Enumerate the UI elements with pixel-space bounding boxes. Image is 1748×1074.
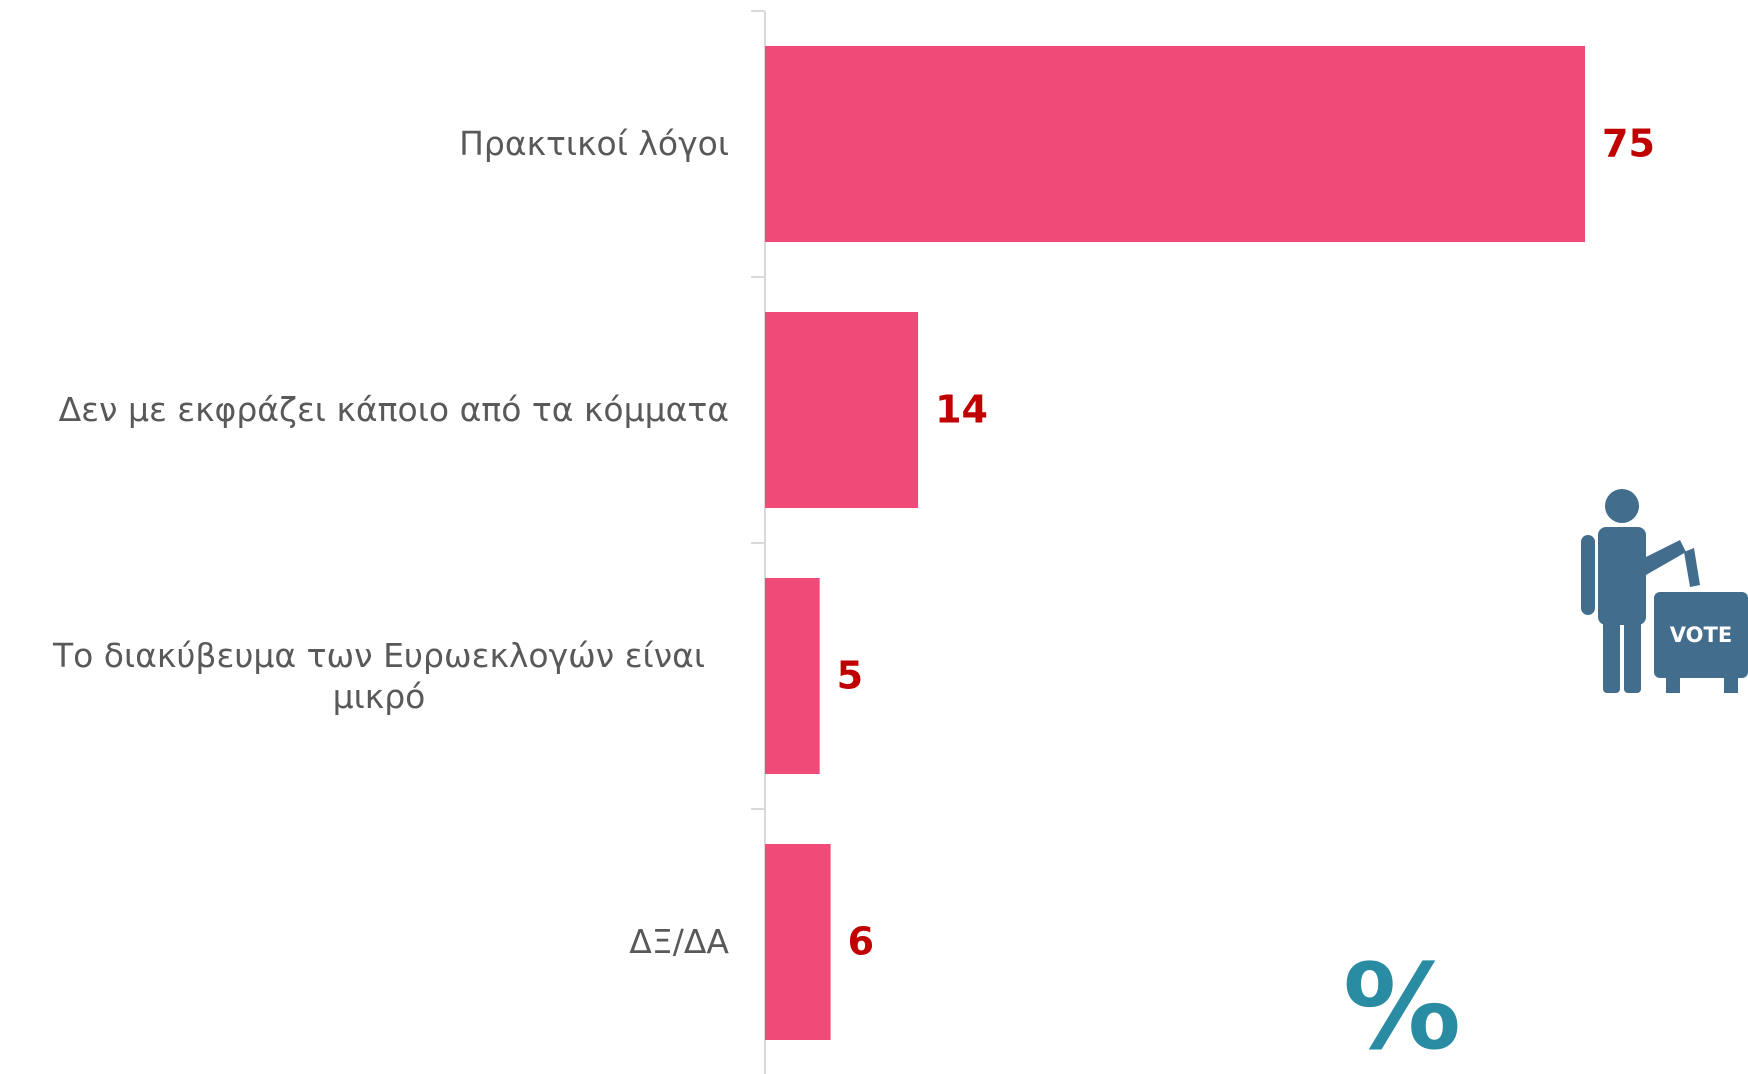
- bar: [765, 578, 820, 774]
- percent-annotation: %: [1343, 938, 1461, 1074]
- category-label: Δεν με εκφράζει κάποιο από τα κόμματα: [58, 390, 729, 430]
- category-label: ΔΞ/ΔΑ: [629, 922, 729, 962]
- category-label-box: Πρακτικοί λόγοι: [0, 11, 729, 277]
- icon-label: VOTE: [1670, 623, 1732, 647]
- category-label: Πρακτικοί λόγοι: [459, 124, 729, 164]
- value-label: 14: [935, 388, 988, 432]
- value-label: 75: [1602, 122, 1655, 166]
- value-label: 6: [848, 920, 874, 964]
- vote-icon: VOTE: [1581, 489, 1748, 693]
- value-label: 5: [837, 654, 863, 698]
- category-label-box: Το διακύβευμα των Ευρωεκλογών είναι μικρ…: [0, 543, 729, 809]
- bar: [765, 312, 919, 508]
- category-label-box: ΔΞ/ΔΑ: [0, 809, 729, 1074]
- category-label-box: Δεν με εκφράζει κάποιο από τα κόμματα: [0, 277, 729, 543]
- bar: [765, 844, 831, 1040]
- bar: [765, 46, 1585, 242]
- category-label: Το διακύβευμα των Ευρωεκλογών είναι μικρ…: [52, 635, 706, 716]
